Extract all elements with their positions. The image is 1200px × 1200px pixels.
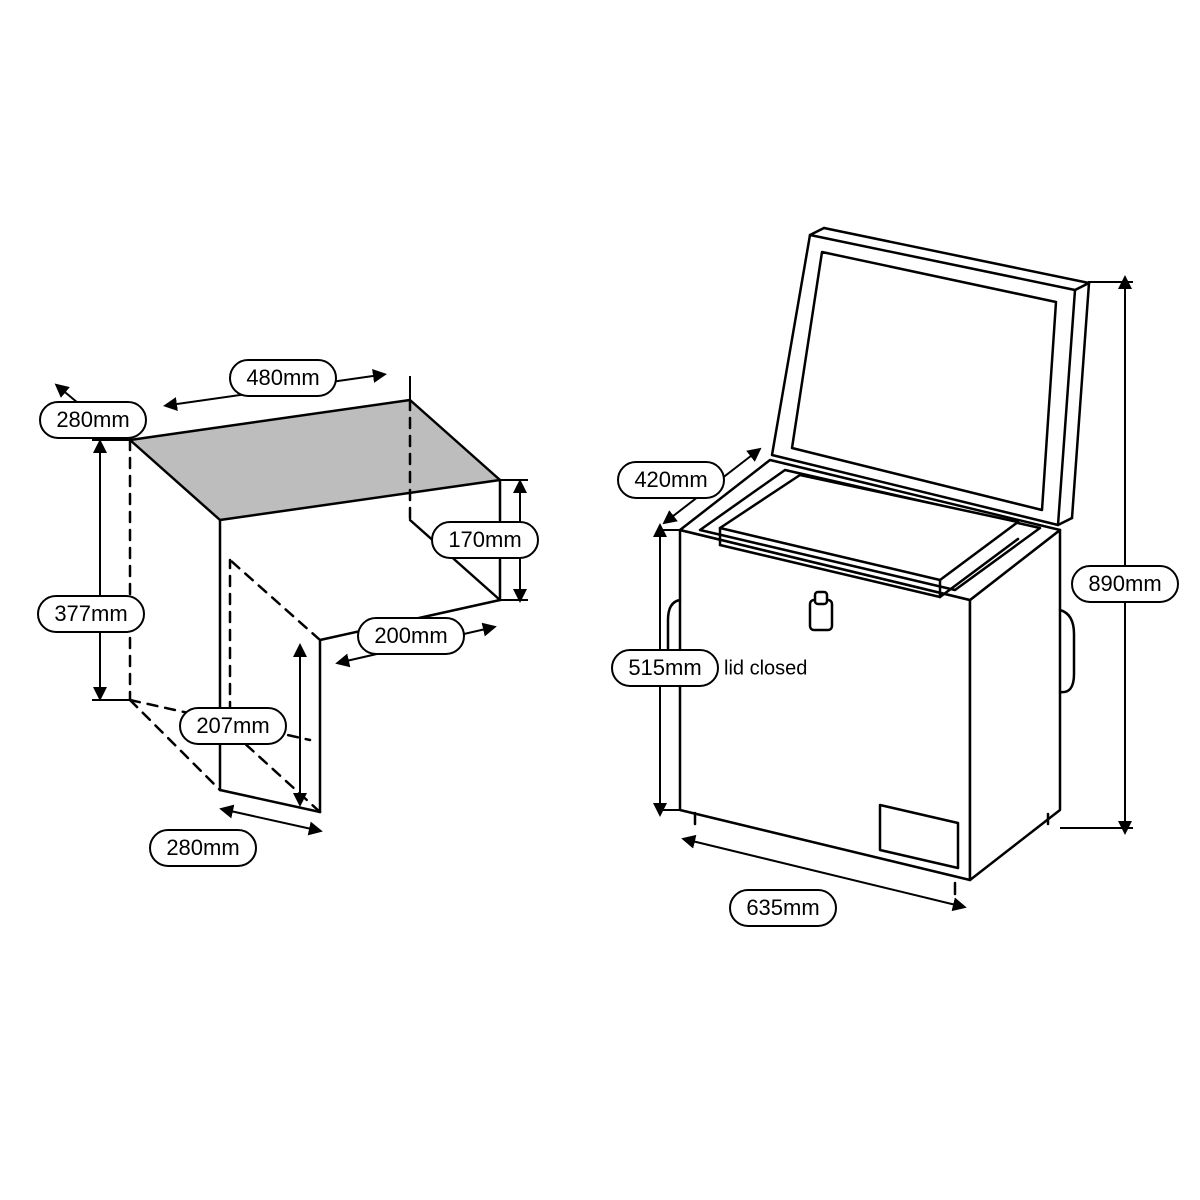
- label-515: 515mm: [628, 655, 701, 680]
- label-480: 480mm: [246, 365, 319, 390]
- dimension-diagram: 280mm 480mm 170mm 377mm 200mm 207mm 280m…: [0, 0, 1200, 1200]
- label-515-suffix: lid closed: [724, 657, 807, 679]
- label-420: 420mm: [634, 467, 707, 492]
- label-207: 207mm: [196, 713, 269, 738]
- label-635: 635mm: [746, 895, 819, 920]
- label-377: 377mm: [54, 601, 127, 626]
- label-890: 890mm: [1088, 571, 1161, 596]
- label-170: 170mm: [448, 527, 521, 552]
- label-200: 200mm: [374, 623, 447, 648]
- label-280a: 280mm: [56, 407, 129, 432]
- right-fridge-diagram: [660, 228, 1133, 906]
- label-280b: 280mm: [166, 835, 239, 860]
